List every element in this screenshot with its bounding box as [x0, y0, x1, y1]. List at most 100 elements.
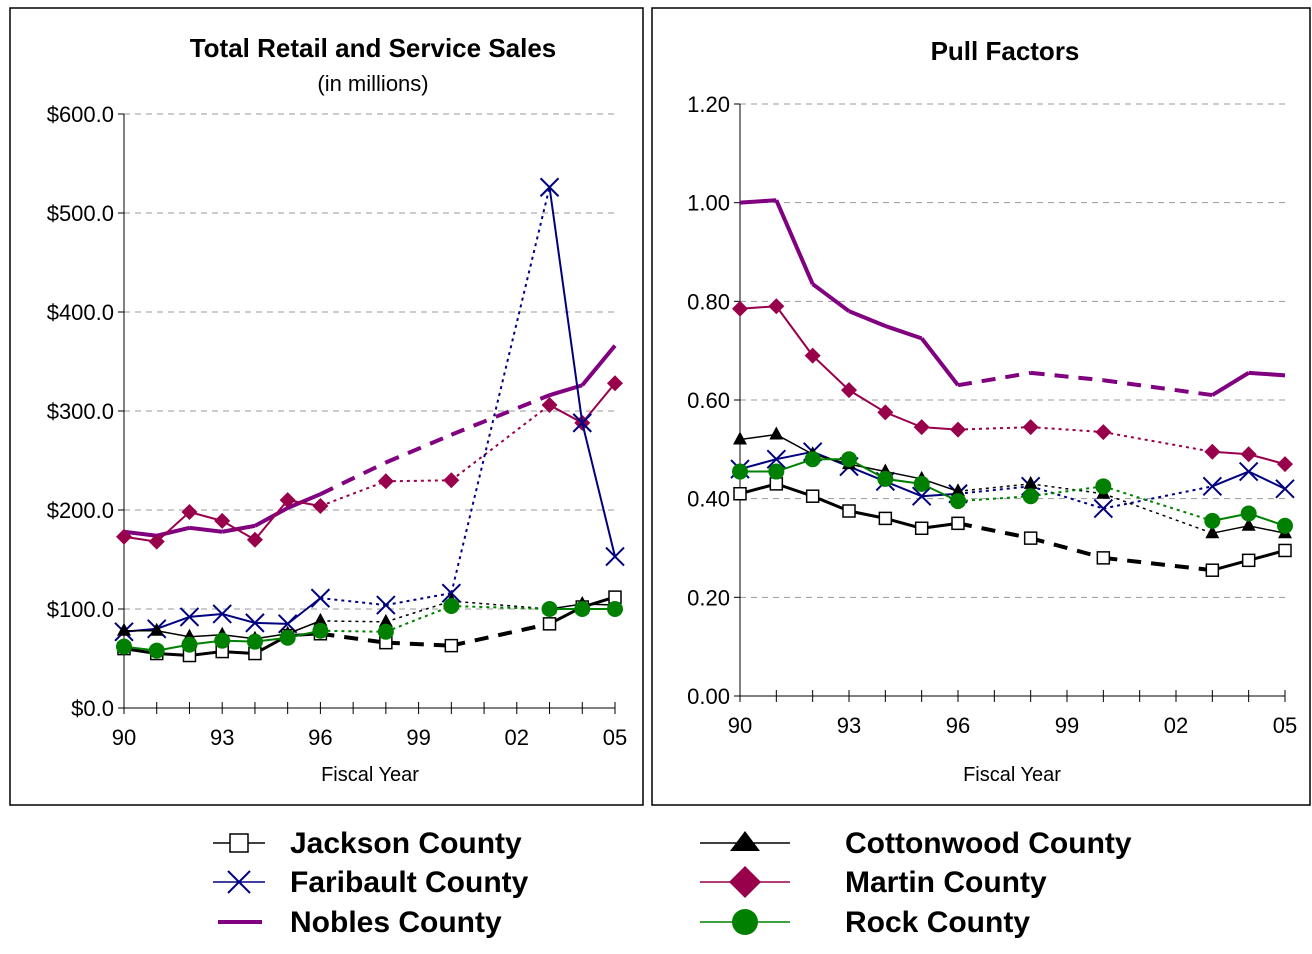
right-chart-line-segment	[1031, 486, 1104, 496]
legend-item-rock-county: Rock County	[700, 906, 1030, 939]
right-chart-title: Pull Factors	[931, 36, 1080, 66]
right-chart-line-segment	[813, 356, 849, 391]
left-chart-data-point	[445, 640, 457, 652]
right-chart-x-tick-label: 96	[946, 713, 970, 738]
left-chart-line-segment	[255, 500, 288, 540]
left-chart-line-segment	[320, 598, 385, 605]
right-chart-line-segment	[776, 306, 812, 355]
legend-item-martin-county: Martin County	[700, 866, 1047, 899]
legend-item-nobles-county: Nobles County	[218, 906, 502, 939]
left-chart-y-tick-label: $200.0	[47, 498, 114, 523]
left-chart-data-point	[214, 513, 230, 529]
right-chart-line-segment	[1103, 558, 1212, 570]
right-chart-line-segment	[958, 523, 1031, 538]
right-chart-data-point	[768, 298, 784, 314]
left-chart-data-point	[312, 498, 328, 514]
right-plot-area: 0.00 0.20 0.40 0.60 0.80 1.00 1.20 90 93 96 99 02 05	[687, 92, 1297, 738]
legend-item-faribault-county: Faribault County	[213, 866, 529, 899]
left-chart-y-tick-label: $300.0	[47, 399, 114, 424]
left-chart-line-segment	[582, 423, 615, 557]
right-chart-data-point	[1095, 478, 1111, 494]
left-chart-data-point	[607, 601, 623, 617]
left-chart-x-tick-label: 93	[210, 725, 234, 750]
left-chart-x-tick-label: 96	[308, 725, 332, 750]
left-chart-line-segment	[320, 462, 385, 494]
left-chart-line-segment	[386, 435, 451, 463]
right-chart-data-point	[950, 422, 966, 438]
right-chart-line-segment	[1249, 373, 1285, 375]
left-chart-x-tick-label: 02	[505, 725, 529, 750]
right-chart-data-point	[1025, 532, 1037, 544]
right-chart-data-point	[1203, 477, 1221, 495]
right-chart-line-segment	[1103, 494, 1212, 533]
left-chart-line-segment	[386, 593, 451, 605]
left-chart-y-tick-label: $0.0	[71, 696, 114, 721]
left-chart-line-segment	[582, 346, 615, 386]
left-chart-line-segment	[157, 528, 190, 536]
right-chart-data-point	[1277, 518, 1293, 534]
left-plot-area: $0.0$100.0$200.0$300.0$400.0$500.0$600.0…	[47, 102, 628, 750]
legend-marker-triangle	[730, 831, 760, 851]
right-chart-data-point	[733, 431, 747, 444]
right-x-axis-label: Fiscal Year	[963, 764, 1061, 786]
left-chart-line-segment	[320, 621, 385, 622]
legend-marker-square	[230, 834, 248, 852]
right-chart-line-segment	[1103, 432, 1212, 452]
right-chart-data-point	[1023, 488, 1039, 504]
left-chart-line-segment	[320, 481, 385, 506]
right-chart-data-point	[769, 427, 783, 440]
legend: Jackson County Cottonwood CountyFaribault…	[213, 827, 1132, 939]
left-chart-data-point	[214, 633, 230, 649]
right-chart-data-point	[732, 301, 748, 317]
right-chart-data-point	[1277, 456, 1293, 472]
left-chart-y-tick-label: $600.0	[47, 102, 114, 127]
left-chart-data-point	[443, 598, 459, 614]
right-chart-line-segment	[849, 311, 885, 326]
left-chart-y-tick-label: $400.0	[47, 300, 114, 325]
right-chart-line-segment	[849, 390, 885, 412]
legend-label: Rock County	[845, 906, 1030, 939]
legend-item-jackson-county: Jackson County	[213, 827, 522, 860]
right-chart-data-point	[770, 478, 782, 490]
right-chart-data-point	[768, 464, 784, 480]
right-chart-x-tick-label: 90	[728, 713, 752, 738]
legend-label: Nobles County	[290, 906, 502, 939]
right-panel-frame	[652, 8, 1310, 805]
left-chart-data-point	[377, 596, 395, 614]
right-chart-series-nobles-county	[740, 200, 1285, 395]
left-chart-data-point	[542, 601, 558, 617]
left-chart-x-tick-label: 99	[406, 725, 430, 750]
left-chart-data-point	[280, 630, 296, 646]
right-chart-data-point	[1243, 554, 1255, 566]
right-chart-data-point	[1276, 480, 1294, 498]
right-chart-x-tick-label: 02	[1164, 713, 1188, 738]
left-chart-line-segment	[255, 623, 288, 624]
right-chart-data-point	[843, 505, 855, 517]
right-chart-data-point	[1241, 446, 1257, 462]
right-chart-line-segment	[1031, 486, 1104, 508]
left-chart-data-point	[378, 624, 394, 640]
left-chart-line-segment	[386, 480, 451, 481]
legend-marker-diamond	[729, 866, 761, 898]
left-chart-data-point	[574, 601, 590, 617]
right-chart-data-point	[1204, 444, 1220, 460]
right-chart-data-point	[1204, 513, 1220, 529]
left-chart-x-tick-label: 90	[112, 725, 136, 750]
right-chart-line-segment	[1103, 380, 1212, 395]
right-chart-line-segment	[1212, 373, 1248, 395]
legend-label: Martin County	[845, 866, 1047, 899]
left-chart-line-segment	[386, 606, 451, 632]
left-chart-subtitle: (in millions)	[317, 71, 428, 96]
right-chart-data-point	[732, 464, 748, 480]
legend-label: Jackson County	[290, 827, 522, 860]
right-chart-line-segment	[958, 373, 1031, 385]
right-chart-x-tick-label: 93	[837, 713, 861, 738]
left-chart-data-point	[117, 623, 131, 636]
legend-marker-circle	[732, 909, 758, 935]
right-chart-data-point	[879, 512, 891, 524]
legend-label: Faribault County	[290, 866, 529, 899]
right-chart-data-point	[1240, 463, 1258, 481]
right-chart-line-segment	[922, 338, 958, 385]
right-chart-data-point	[950, 493, 966, 509]
